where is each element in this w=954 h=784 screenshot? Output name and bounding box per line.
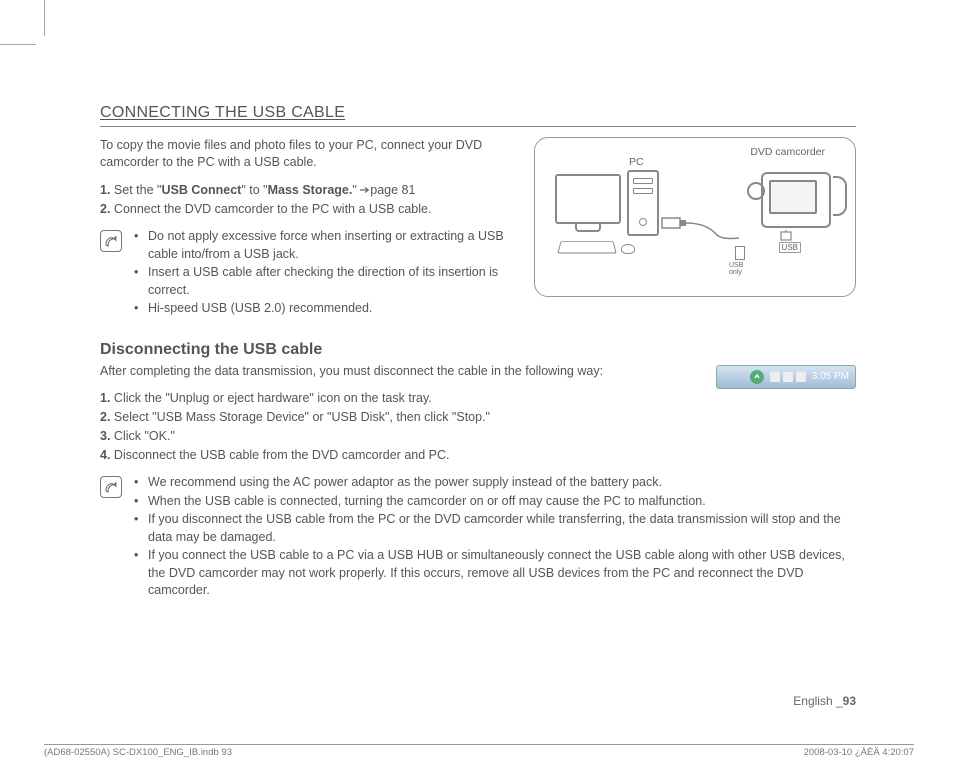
note-block-2: We recommend using the AC power adaptor … [100,474,856,601]
imprint-timestamp: 2008-03-10 ¿ÀÈÄ 4:20:07 [804,747,914,758]
notes-list-1: Do not apply excessive force when insert… [134,228,516,319]
section-title-connecting: CONNECTING THE USB CABLE [100,104,856,127]
note-item: Do not apply excessive force when insert… [134,228,516,263]
chevron-icon [750,370,764,384]
pc-illustration [555,174,621,224]
note-item: When the USB cable is connected, turning… [134,493,856,511]
diagram-label-port: USBonly [729,262,743,276]
step-item: 2. Connect the DVD camcorder to the PC w… [100,200,516,218]
taskbar-illustration: 3:05 PM [716,365,856,389]
section-title-disconnecting: Disconnecting the USB cable [100,341,856,359]
intro-text-2: After completing the data transmission, … [100,363,698,380]
note-item: If you disconnect the USB cable from the… [134,511,856,546]
diagram-label-pc: PC [629,156,644,168]
steps-list-1: 1. Set the "USB Connect" to "Mass Storag… [100,181,516,218]
taskbar-time: 3:05 PM [812,371,849,382]
tray-icons [770,372,806,382]
step-item: 4. Disconnect the USB cable from the DVD… [100,446,856,464]
page-content: CONNECTING THE USB CABLE To copy the mov… [100,104,856,601]
usb-plug-illustration [775,230,805,254]
connection-diagram: PC DVD camcorder USBonly [534,137,856,297]
note-item: We recommend using the AC power adaptor … [134,474,856,492]
intro-text-1: To copy the movie files and photo files … [100,137,516,171]
usb-port-illustration [735,246,745,260]
camcorder-illustration [747,166,839,238]
imprint-line: (AD68-02550A) SC-DX100_ENG_IB.indb 93 20… [44,744,914,758]
step-item: 1. Set the "USB Connect" to "Mass Storag… [100,181,516,199]
steps-list-2: 1. Click the "Unplug or eject hardware" … [100,389,856,465]
note-item: If you connect the USB cable to a PC via… [134,547,856,600]
note-item: Hi-speed USB (USB 2.0) recommended. [134,300,516,318]
diagram-label-camcorder: DVD camcorder [750,146,825,158]
step-item: 3. Click "OK." [100,427,856,445]
notes-list-2: We recommend using the AC power adaptor … [134,474,856,601]
step-item: 2. Select "USB Mass Storage Device" or "… [100,408,856,426]
note-icon [100,476,122,498]
usb-cable-illustration [661,214,741,244]
note-block-1: Do not apply excessive force when insert… [100,228,516,319]
note-icon [100,230,122,252]
page-ref-arrow-icon [360,186,370,194]
page-footer: English _93 [100,694,856,708]
step-item: 1. Click the "Unplug or eject hardware" … [100,389,856,407]
imprint-file: (AD68-02550A) SC-DX100_ENG_IB.indb 93 [44,747,232,758]
note-item: Insert a USB cable after checking the di… [134,264,516,299]
